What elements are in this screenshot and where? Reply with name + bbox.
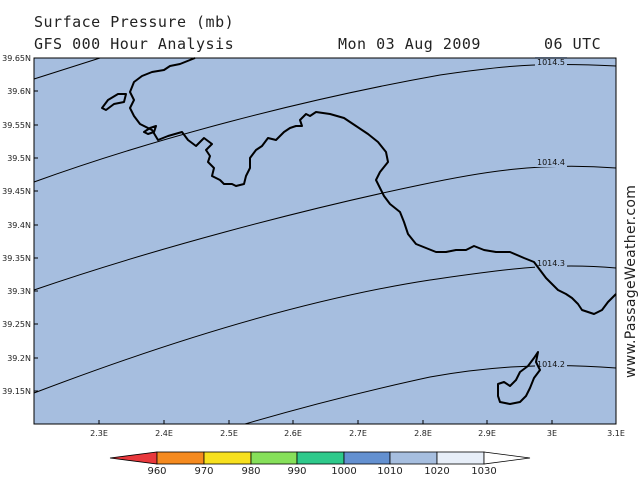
isobar-label: 1014.2 [537, 360, 565, 369]
watermark: www.PassageWeather.com [623, 184, 639, 378]
colorbar-label: 1010 [377, 466, 402, 477]
pressure-colorbar: 960 970 980 990 1000 1010 1020 1030 [109, 451, 531, 477]
isobar-label-bg [535, 258, 567, 268]
colorbar-segment [483, 451, 531, 465]
coastline-main [129, 57, 617, 315]
colorbar-label: 1020 [424, 466, 449, 477]
lat-tick-label: 39.25N [2, 320, 31, 329]
lon-tick-label: 2.7E [349, 429, 367, 438]
lat-tick-label: 39.5N [7, 154, 31, 163]
forecast-date: Mon 03 Aug 2009 [338, 35, 481, 53]
colorbar-segment [109, 451, 158, 465]
lat-tick-label: 39.35N [2, 254, 31, 263]
colorbar-label: 1030 [471, 466, 496, 477]
coastline-islet-small [143, 125, 157, 135]
isobar-label-bg [535, 157, 567, 167]
coastline-islet-cabrera [497, 351, 541, 405]
map-subtitle: GFS 000 Hour Analysis [34, 35, 235, 53]
lon-tick-label: 2.5E [220, 429, 238, 438]
lat-tick-label: 39.3N [7, 287, 31, 296]
map-title: Surface Pressure (mb) [34, 13, 235, 31]
colorbar-label: 960 [147, 466, 166, 477]
lat-tick-label: 39.4N [7, 221, 31, 230]
lat-tick-label: 39.15N [2, 387, 31, 396]
isobar-line [33, 57, 101, 80]
colorbar-segment [436, 451, 485, 465]
colorbar-label: 970 [194, 466, 213, 477]
colorbar-label: 990 [287, 466, 306, 477]
isobar-label: 1014.4 [537, 158, 565, 167]
lon-tick-label: 2.6E [284, 429, 302, 438]
isobar-line [33, 165, 617, 291]
map-background [34, 58, 616, 424]
map-frame [33, 57, 617, 425]
colorbar-segment [296, 451, 345, 465]
colorbar-segment [250, 451, 298, 465]
colorbar-segment [156, 451, 205, 465]
lat-tick-label: 39.45N [2, 187, 31, 196]
lon-tick-label: 3E [547, 429, 557, 438]
lat-tick-label: 39.6N [7, 87, 31, 96]
colorbar-segment [343, 451, 391, 465]
isobar-label: 1014.5 [537, 58, 565, 67]
colorbar-label: 1000 [331, 466, 356, 477]
isobar-label-bg [535, 57, 567, 67]
lon-tick-label: 2.9E [478, 429, 496, 438]
lat-tick-label: 39.65N [2, 54, 31, 63]
colorbar-label: 980 [241, 466, 260, 477]
coastline-islet-dragonera [101, 93, 127, 111]
lat-tick-label: 39.2N [7, 354, 31, 363]
forecast-hour: 06 UTC [544, 35, 602, 53]
coastline [101, 57, 617, 405]
isobar-label: 1014.3 [537, 259, 565, 268]
lon-tick-label: 2.4E [155, 429, 173, 438]
isobar-label-bg [535, 359, 567, 369]
lon-tick-label: 3.1E [607, 429, 625, 438]
colorbar-segment [389, 451, 438, 465]
lon-tick-label: 2.8E [414, 429, 432, 438]
colorbar-segment [203, 451, 252, 465]
lon-tick-label: 2.3E [90, 429, 108, 438]
lat-tick-label: 39.55N [2, 121, 31, 130]
